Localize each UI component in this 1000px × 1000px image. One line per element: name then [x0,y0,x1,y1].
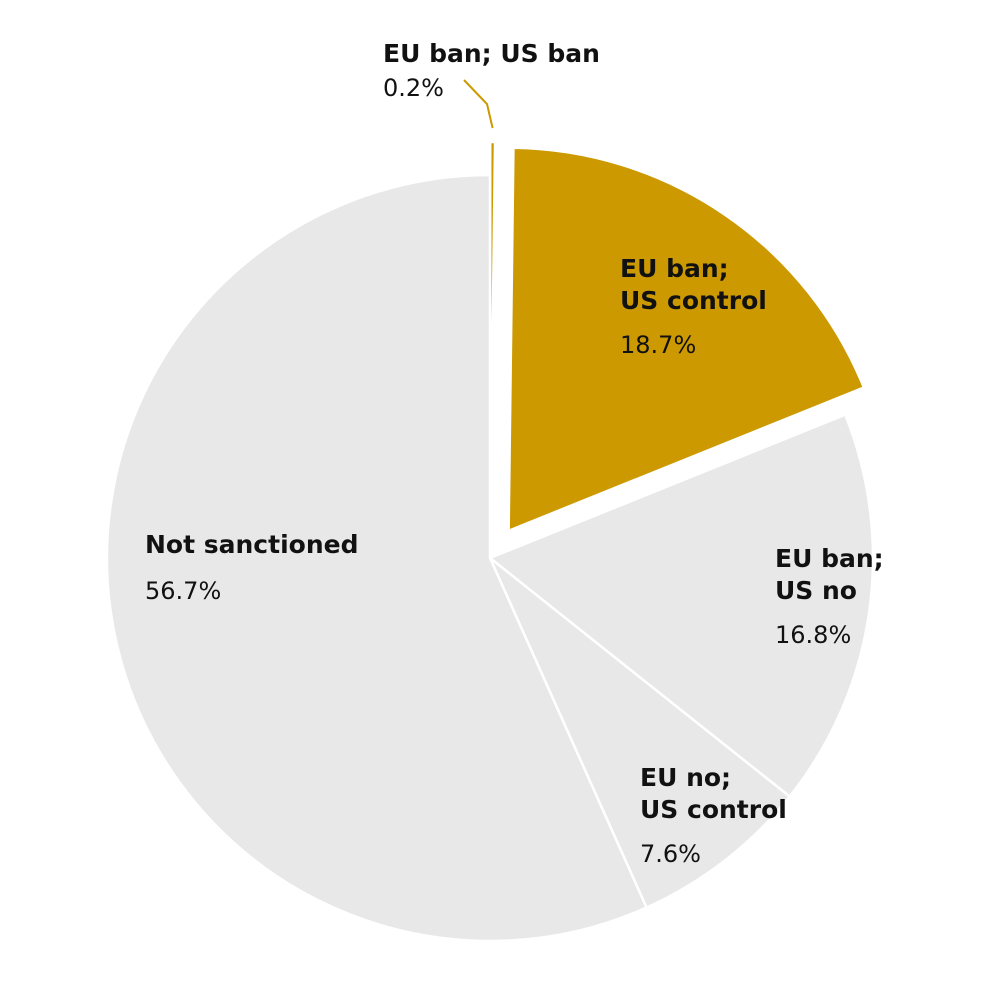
slice-label-0-line-0: EU ban; US ban [383,39,600,68]
slice-labels: EU ban; US ban 0.2% EU ban; US control 18.7%… [145,39,884,868]
leader-lines [463,79,494,129]
slice-label-2-line-0: EU ban; [775,544,884,573]
slice-value-2: 16.8% [775,621,851,649]
leader-line-0 [463,79,494,129]
slice-value-4: 56.7% [145,577,221,605]
pie-slice-0 [488,140,497,527]
slice-label-1-line-1: US control [620,286,767,315]
slice-value-3: 7.6% [640,840,701,868]
slice-label-2-line-1: US no [775,576,857,605]
pie-slice-1 [507,146,866,533]
slice-value-1: 18.7% [620,331,696,359]
slice-label-1-line-0: EU ban; [620,254,729,283]
pie-slices [105,140,875,943]
pie-slice-4 [105,173,648,943]
slice-label-3-line-0: EU no; [640,763,731,792]
slice-label-3-line-1: US control [640,795,787,824]
slice-value-0: 0.2% [383,74,444,102]
pie-slice-2 [488,413,875,798]
pie-slice-3 [488,556,791,909]
slice-label-4-line-0: Not sanctioned [145,530,358,559]
